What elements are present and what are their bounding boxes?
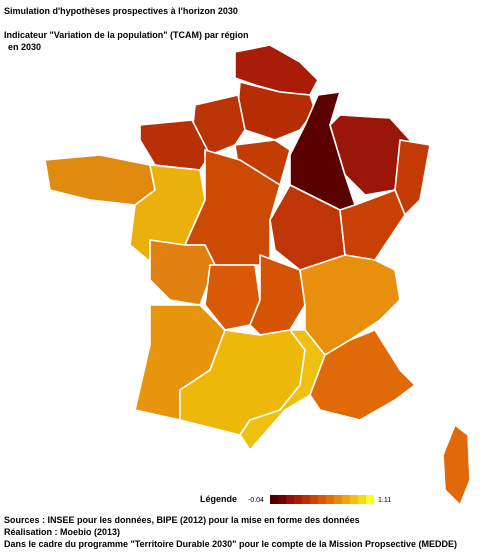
legend-swatch — [278, 495, 286, 504]
region — [442, 424, 471, 506]
region — [44, 154, 156, 206]
legend-max: 1.11 — [378, 497, 391, 504]
subtitle: Indicateur "Variation de la population" … — [4, 30, 249, 40]
subtitle: en 2030 — [8, 42, 41, 52]
region — [394, 139, 431, 216]
legend-swatch — [342, 495, 350, 504]
footer-line: Réalisation : Moebio (2013) — [4, 527, 120, 537]
region — [309, 329, 416, 421]
legend: Légende -0.04 1.11 — [200, 494, 391, 504]
legend-swatch — [270, 495, 278, 504]
legend-swatch — [358, 495, 366, 504]
region — [329, 114, 411, 196]
footer-line: Dans le cadre du programme "Territoire D… — [4, 539, 457, 549]
legend-swatch — [294, 495, 302, 504]
legend-swatch — [350, 495, 358, 504]
region — [149, 239, 216, 306]
legend-min: -0.04 — [248, 497, 264, 504]
legend-swatch — [318, 495, 326, 504]
footer-line: Sources : INSEE pour les données, BIPE (… — [4, 515, 360, 525]
legend-swatch — [286, 495, 294, 504]
legend-title: Légende — [200, 494, 237, 504]
legend-swatch — [302, 495, 310, 504]
legend-swatch — [310, 495, 318, 504]
legend-swatch — [334, 495, 342, 504]
region — [299, 254, 401, 356]
region — [239, 329, 326, 451]
regions — [44, 44, 471, 506]
title: Simulation d'hypothèses prospectives à l… — [4, 6, 238, 16]
legend-swatch — [366, 495, 374, 504]
legend-swatch — [326, 495, 334, 504]
